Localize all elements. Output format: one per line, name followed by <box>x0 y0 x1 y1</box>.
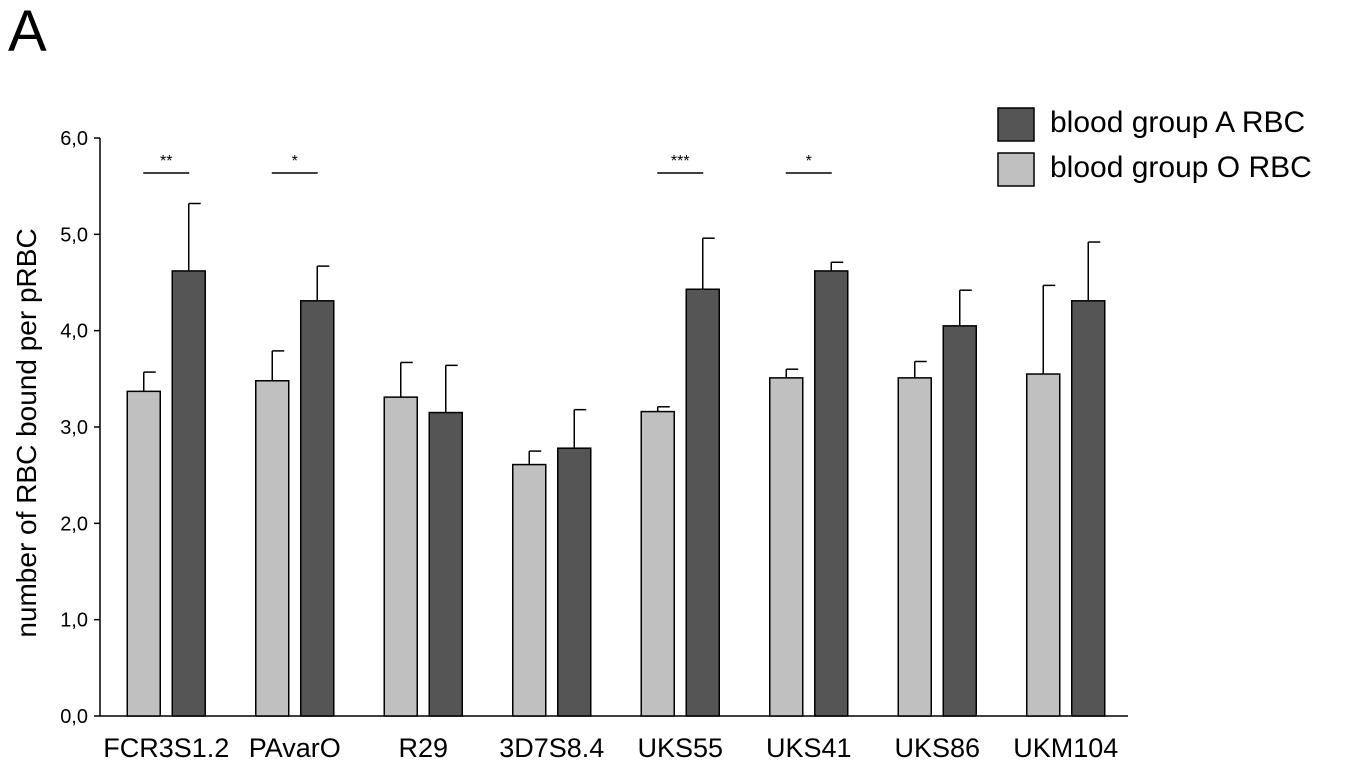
y-tick-label: 3,0 <box>60 417 88 439</box>
bars <box>126 270 1106 717</box>
y-tick-label: 4,0 <box>60 321 88 343</box>
legend-swatch <box>997 107 1035 142</box>
bar-group-o <box>383 396 418 717</box>
bar-group-a <box>685 288 720 717</box>
y-tick-label: 0,0 <box>60 706 88 728</box>
bar-group-o <box>126 390 161 717</box>
legend-label: blood group O RBC <box>1050 151 1312 184</box>
bar-group-a <box>428 411 463 717</box>
bar-group-a <box>171 270 206 717</box>
y-tick-label: 2,0 <box>60 513 88 535</box>
y-tick-label: 6,0 <box>60 128 88 150</box>
legend-swatch <box>997 152 1035 187</box>
category-label: UKM104 <box>1013 733 1118 763</box>
error-bars <box>143 202 1101 465</box>
bar-group-o <box>255 380 290 717</box>
bar-group-a <box>300 300 335 717</box>
category-label: 3D7S8.4 <box>499 733 604 763</box>
significance-markers: ** * *** * <box>143 153 832 174</box>
bar-group-o <box>769 377 804 717</box>
bar-group-a <box>557 447 592 717</box>
legend: blood group A RBC blood group O RBC <box>997 106 1312 187</box>
significance-label: * <box>806 153 812 170</box>
category-label: PAvarO <box>249 733 341 763</box>
bar-group-o <box>897 377 932 717</box>
bar-group-o <box>1026 373 1061 717</box>
category-label: UKS41 <box>766 733 852 763</box>
y-tick-label: 5,0 <box>60 224 88 246</box>
panel-label: A <box>8 0 47 64</box>
y-tick-label: 1,0 <box>60 610 88 632</box>
bar-group-o <box>512 463 547 717</box>
category-labels: FCR3S1.2 PAvarO R29 3D7S8.4 UKS55 UKS41 UKS86 U… <box>103 733 1118 763</box>
bar-group-a <box>942 325 977 717</box>
category-label: FCR3S1.2 <box>103 733 229 763</box>
bar-group-a <box>814 270 849 717</box>
significance-label: * <box>292 153 298 170</box>
category-label: R29 <box>398 733 448 763</box>
category-label: UKS55 <box>637 733 723 763</box>
category-label: UKS86 <box>894 733 980 763</box>
legend-label: blood group A RBC <box>1050 106 1305 139</box>
significance-label: *** <box>671 153 690 170</box>
bar-group-o <box>640 410 675 717</box>
y-axis-label: number of RBC bound per pRBC <box>11 228 42 637</box>
bar-group-a <box>1071 300 1106 717</box>
significance-label: ** <box>160 153 172 170</box>
